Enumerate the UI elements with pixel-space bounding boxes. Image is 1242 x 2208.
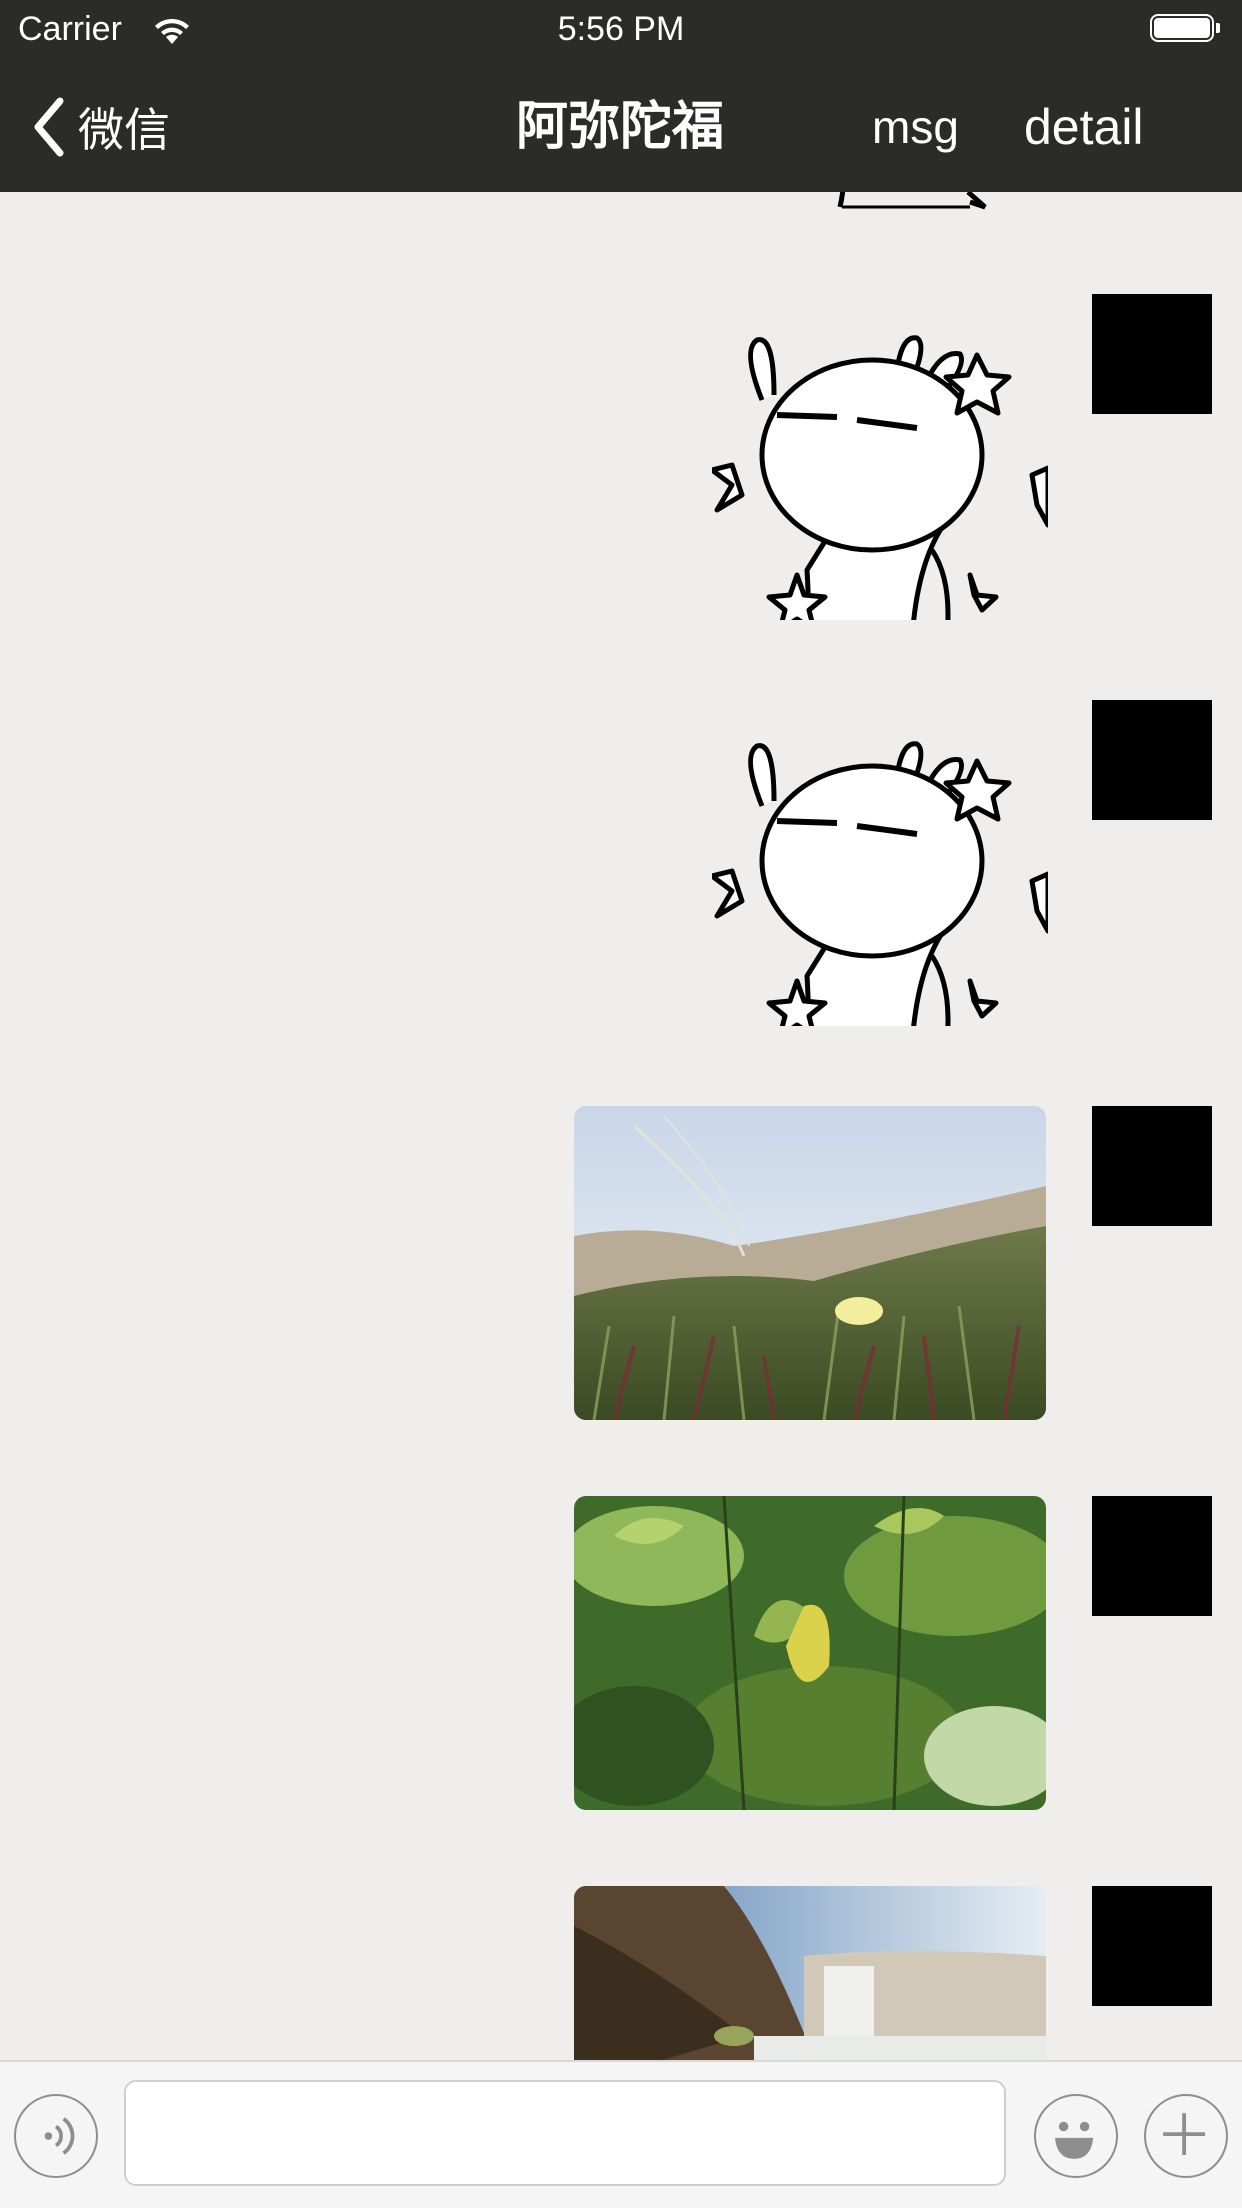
avatar[interactable] xyxy=(1092,700,1212,820)
voice-button[interactable] xyxy=(14,2094,98,2178)
back-label: 微信 xyxy=(78,103,170,157)
avatar[interactable] xyxy=(1092,1886,1212,2006)
input-bar xyxy=(0,2060,1242,2208)
avatar[interactable] xyxy=(1092,1106,1212,1226)
navigation-bar: 微信 阿弥陀福 msg detail xyxy=(0,62,1242,192)
emoji-icon xyxy=(1055,2121,1094,2159)
avatar[interactable] xyxy=(1092,1496,1212,1616)
message-input[interactable] xyxy=(124,2080,1006,2186)
rabbit-sticker[interactable] xyxy=(712,726,1048,1026)
avatar[interactable] xyxy=(1092,294,1212,414)
beach-plants-photo[interactable] xyxy=(574,1106,1046,1420)
voice-icon xyxy=(44,2117,75,2155)
chat-message-list[interactable] xyxy=(0,192,1242,2060)
green-leaves-photo[interactable] xyxy=(574,1496,1046,1810)
msg-button[interactable]: msg xyxy=(872,101,959,153)
carrier-label: Carrier xyxy=(18,10,122,48)
status-bar: Carrier 5:56 PM xyxy=(0,0,1242,62)
status-time: 5:56 PM xyxy=(557,10,685,48)
rabbit-sticker-partial[interactable] xyxy=(820,192,1000,212)
detail-button[interactable]: detail xyxy=(1024,99,1144,155)
rabbit-sticker[interactable] xyxy=(712,320,1048,620)
wifi-icon xyxy=(155,18,189,44)
page-title: 阿弥陀福 xyxy=(515,97,724,157)
battery-full-icon xyxy=(1150,14,1222,46)
back-button[interactable]: 微信 xyxy=(30,92,170,162)
waterfall-photo[interactable] xyxy=(574,1886,1046,2060)
plus-button[interactable] xyxy=(1144,2094,1228,2178)
emoji-button[interactable] xyxy=(1034,2094,1118,2178)
chevron-left-icon xyxy=(34,97,64,157)
plus-icon xyxy=(1163,2113,1206,2156)
